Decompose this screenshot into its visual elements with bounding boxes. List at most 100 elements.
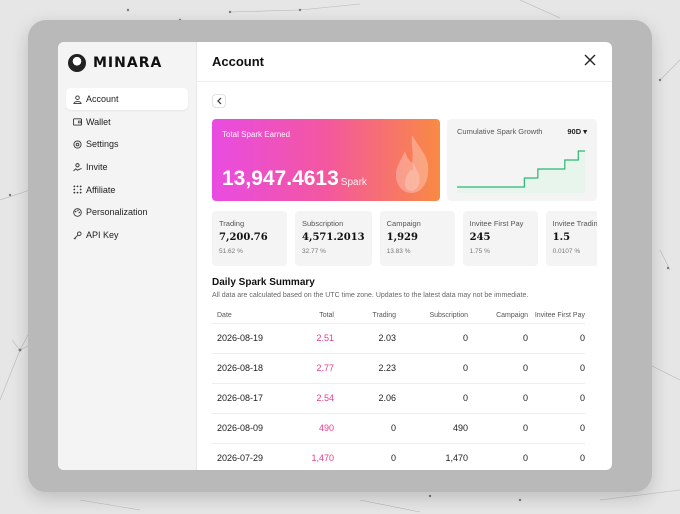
- stat-card: Subscription 4,571.2013 32.77 %: [295, 211, 372, 266]
- stat-label: Invitee Trading: [552, 219, 597, 228]
- gear-icon: [72, 139, 82, 149]
- stat-label: Subscription: [302, 219, 344, 228]
- sidebar: MINARA Account Wallet Settings Invite: [58, 42, 197, 470]
- growth-area: [457, 151, 585, 193]
- sidebar-item-label: Affiliate: [86, 184, 116, 195]
- total-spark-label: Total Spark Earned: [222, 130, 291, 139]
- summary-cards: Total Spark Earned 13,947.4613 Spark Cumu…: [212, 119, 597, 201]
- growth-line: [457, 150, 585, 188]
- column-header: Campaign: [496, 311, 528, 319]
- sidebar-item-label: Invite: [86, 162, 108, 173]
- stat-percent: 13.83 %: [386, 248, 411, 255]
- sidebar-item-api-key[interactable]: API Key: [66, 224, 188, 246]
- main-panel: Account Total Spark Earned 13,947.4613 Sp…: [197, 42, 612, 470]
- table-cell: 0: [468, 412, 528, 443]
- growth-label: Cumulative Spark Growth: [457, 127, 543, 136]
- table-row: 2026-07-29 1,470 0 1,470 0 0: [212, 442, 585, 470]
- stat-card: Trading 7,200.76 51.62 %: [212, 211, 287, 266]
- sidebar-item-affiliate[interactable]: Affiliate: [66, 179, 188, 201]
- modal-header: Account: [197, 42, 612, 82]
- brand-name: MINARA: [93, 55, 163, 71]
- table-cell: 0: [468, 322, 528, 353]
- table-cell: 1,470: [396, 442, 468, 470]
- column-header: Invitee First Pay: [534, 311, 585, 319]
- sidebar-item-label: Personalization: [86, 207, 148, 218]
- table-cell: 0: [334, 412, 396, 443]
- table-cell: 0: [396, 322, 468, 353]
- stat-percent: 51.62 %: [219, 248, 243, 255]
- sidebar-item-label: API Key: [86, 230, 119, 241]
- stat-value: 4,571.2013: [302, 232, 365, 243]
- total-spark-value: 13,947.4613 Spark: [222, 167, 367, 190]
- growth-line-chart: [457, 150, 585, 193]
- wallet-icon: [72, 117, 82, 127]
- palette-icon: [72, 207, 82, 217]
- table-cell: 0: [396, 382, 468, 413]
- daily-summary-title: Daily Spark Summary: [212, 277, 315, 288]
- stat-value: 7,200.76: [219, 232, 268, 243]
- invite-icon: [72, 162, 82, 172]
- table-cell: 2026-08-19: [212, 322, 290, 353]
- table-body: 2026-08-19 2.51 2.03 0 0 0 2026-08-18 2.77 2.23 0…: [212, 322, 585, 470]
- table-cell: 0: [468, 352, 528, 383]
- table-cell: 490: [396, 412, 468, 443]
- avatar-icon: [68, 54, 86, 72]
- table-cell: 2026-08-17: [212, 382, 290, 413]
- key-icon: [72, 230, 82, 240]
- stat-value: 1,929: [386, 232, 418, 243]
- user-icon: [72, 94, 82, 104]
- sidebar-item-wallet[interactable]: Wallet: [66, 111, 188, 133]
- sidebar-item-personalization[interactable]: Personalization: [66, 201, 188, 223]
- sidebar-item-account[interactable]: Account: [66, 88, 188, 110]
- table-cell: 2.51: [290, 322, 334, 353]
- table-cell: 2.06: [334, 382, 396, 413]
- table-row: 2026-08-19 2.51 2.03 0 0 0: [212, 322, 585, 353]
- affiliate-icon: [72, 185, 82, 195]
- table-cell: 2026-07-29: [212, 442, 290, 470]
- table-cell: 2026-08-18: [212, 352, 290, 383]
- stat-percent: 1.75 %: [469, 248, 490, 255]
- column-header: Trading: [372, 311, 396, 319]
- column-header: Subscription: [429, 311, 468, 319]
- table-cell: 0: [528, 352, 585, 383]
- table-cell: 0: [528, 412, 585, 443]
- stat-value: 245: [469, 232, 491, 243]
- range-select[interactable]: 90D ▾: [567, 127, 587, 136]
- daily-summary-table: Date Total Trading Subscription Campaign Invi…: [212, 308, 585, 470]
- table-cell: 0: [528, 322, 585, 353]
- stat-label: Campaign: [386, 219, 421, 228]
- account-modal: MINARA Account Wallet Settings Invite: [58, 42, 612, 470]
- sidebar-item-invite[interactable]: Invite: [66, 156, 188, 178]
- page-title: Account: [212, 54, 264, 69]
- sidebar-item-label: Wallet: [86, 116, 111, 127]
- table-cell: 2.03: [334, 322, 396, 353]
- table-cell: 0: [334, 442, 396, 470]
- table-cell: 1,470: [290, 442, 334, 470]
- column-header: Total: [319, 311, 334, 319]
- total-spark-unit: Spark: [340, 177, 367, 188]
- stat-label: Invitee First Pay: [469, 219, 524, 228]
- table-row: 2026-08-18 2.77 2.23 0 0 0: [212, 352, 585, 383]
- close-button[interactable]: [582, 54, 598, 70]
- table-cell: 0: [468, 442, 528, 470]
- table-cell: 2.54: [290, 382, 334, 413]
- stat-percent: 0.0107 %: [552, 248, 581, 255]
- table-cell: 2.77: [290, 352, 334, 383]
- table-header-row: Date Total Trading Subscription Campaign Invi…: [212, 308, 585, 323]
- stat-value: 1.5: [552, 232, 571, 243]
- sidebar-item-settings[interactable]: Settings: [66, 133, 188, 155]
- stats-row: Trading 7,200.76 51.62 % Subscription 4,571.…: [212, 211, 597, 266]
- table-cell: 0: [396, 352, 468, 383]
- column-header: Date: [217, 311, 232, 319]
- stat-percent: 32.77 %: [302, 248, 326, 255]
- stat-card: Campaign 1,929 13.83 %: [379, 211, 455, 266]
- sidebar-item-label: Account: [86, 94, 119, 104]
- table-cell: 0: [468, 382, 528, 413]
- table-cell: 490: [290, 412, 334, 443]
- chevron-left-icon: [217, 97, 222, 105]
- back-button[interactable]: [212, 94, 226, 108]
- total-spark-card: Total Spark Earned 13,947.4613 Spark: [212, 119, 440, 201]
- table-cell: 0: [528, 382, 585, 413]
- table-cell: 2026-08-09: [212, 412, 290, 443]
